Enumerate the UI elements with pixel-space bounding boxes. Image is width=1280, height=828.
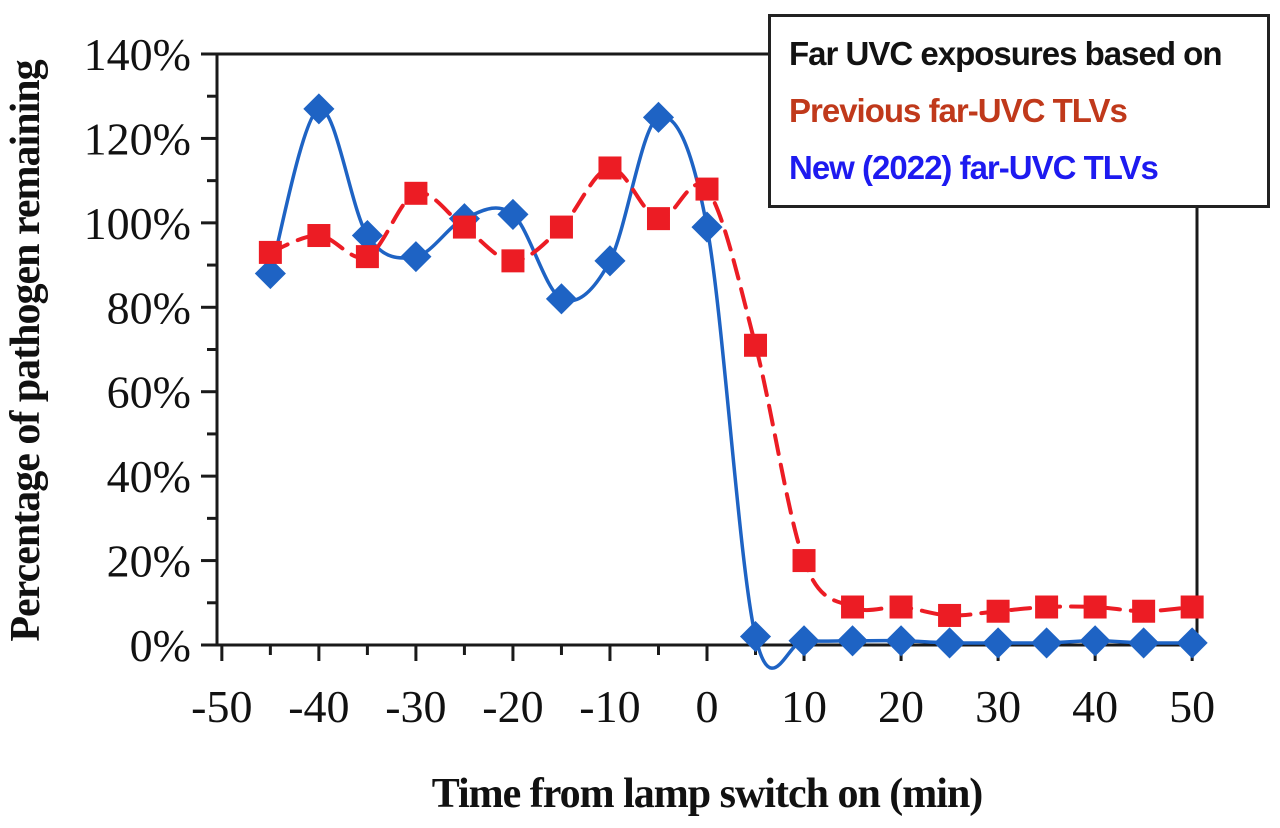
legend-title: Far UVC exposures based on [789, 34, 1222, 72]
marker-diamond [642, 101, 675, 133]
marker-diamond [1031, 627, 1063, 659]
x-axis-ticks: -50 -40 -30 -20 -10 0 10 20 30 40 50 [191, 645, 1215, 732]
x-tick-label: 0 [696, 681, 719, 732]
y-tick-label: 0% [130, 620, 191, 671]
y-tick-label: 100% [84, 198, 191, 249]
marker-square [986, 599, 1010, 623]
marker-diamond [400, 241, 432, 273]
x-tick-label: -10 [579, 681, 640, 732]
legend-item-previous: Previous far-UVC TLVs [789, 91, 1128, 129]
marker-square [549, 215, 573, 239]
marker-square [744, 333, 768, 357]
marker-diamond [934, 627, 966, 659]
marker-square [841, 595, 865, 619]
y-axis-ticks: 0% 20% 40% 60% 80% 100% 120% 140% [84, 29, 217, 671]
x-tick-label: 20 [878, 681, 924, 732]
marker-diamond [836, 625, 869, 657]
marker-diamond [545, 283, 578, 315]
x-tick-label: 30 [975, 681, 1021, 732]
marker-square [598, 156, 622, 180]
y-axis-title: Percentage of pathogen remaining [3, 60, 49, 642]
y-tick-label: 120% [84, 113, 191, 164]
marker-diamond [497, 198, 529, 230]
marker-square [792, 549, 816, 573]
marker-diamond [1079, 625, 1111, 657]
x-tick-label: 40 [1072, 681, 1118, 732]
marker-diamond [739, 621, 772, 653]
marker-diamond [885, 625, 917, 657]
marker-diamond [594, 245, 626, 277]
y-tick-label: 140% [84, 29, 191, 80]
marker-square [355, 245, 379, 269]
marker-square [1180, 595, 1204, 619]
marker-square [646, 207, 670, 231]
marker-diamond [691, 211, 723, 243]
x-tick-label: 10 [781, 681, 827, 732]
y-tick-label: 40% [107, 451, 191, 502]
series-line [268, 166, 1195, 618]
series-previous [258, 156, 1204, 627]
y-tick-label: 60% [107, 367, 191, 418]
x-tick-label: -50 [191, 681, 252, 732]
x-axis-title: Time from lamp switch on (min) [431, 771, 984, 817]
x-tick-label: -40 [288, 681, 349, 732]
marker-square [1132, 599, 1156, 623]
marker-diamond [788, 625, 820, 657]
marker-diamond [982, 627, 1014, 659]
marker-diamond [351, 219, 383, 252]
x-tick-label: 50 [1169, 681, 1215, 732]
marker-square [452, 215, 476, 239]
legend-box: Far UVC exposures based on Previous far-… [768, 14, 1270, 208]
y-tick-label: 20% [107, 536, 191, 587]
marker-square [307, 224, 331, 248]
marker-diamond [1128, 627, 1160, 659]
marker-square [1035, 595, 1059, 619]
legend-item-new: New (2022) far-UVC TLVs [789, 149, 1159, 187]
marker-diamond [254, 257, 286, 290]
marker-square [1083, 595, 1107, 619]
marker-square [258, 240, 282, 264]
y-tick-label: 80% [107, 282, 191, 333]
x-tick-label: -30 [385, 681, 446, 732]
marker-square [695, 177, 719, 201]
marker-diamond [303, 93, 335, 125]
marker-square [889, 595, 913, 619]
marker-square [938, 603, 962, 627]
marker-square [501, 249, 525, 273]
marker-square [404, 181, 428, 205]
marker-diamond [1176, 627, 1208, 659]
x-tick-label: -20 [482, 681, 543, 732]
